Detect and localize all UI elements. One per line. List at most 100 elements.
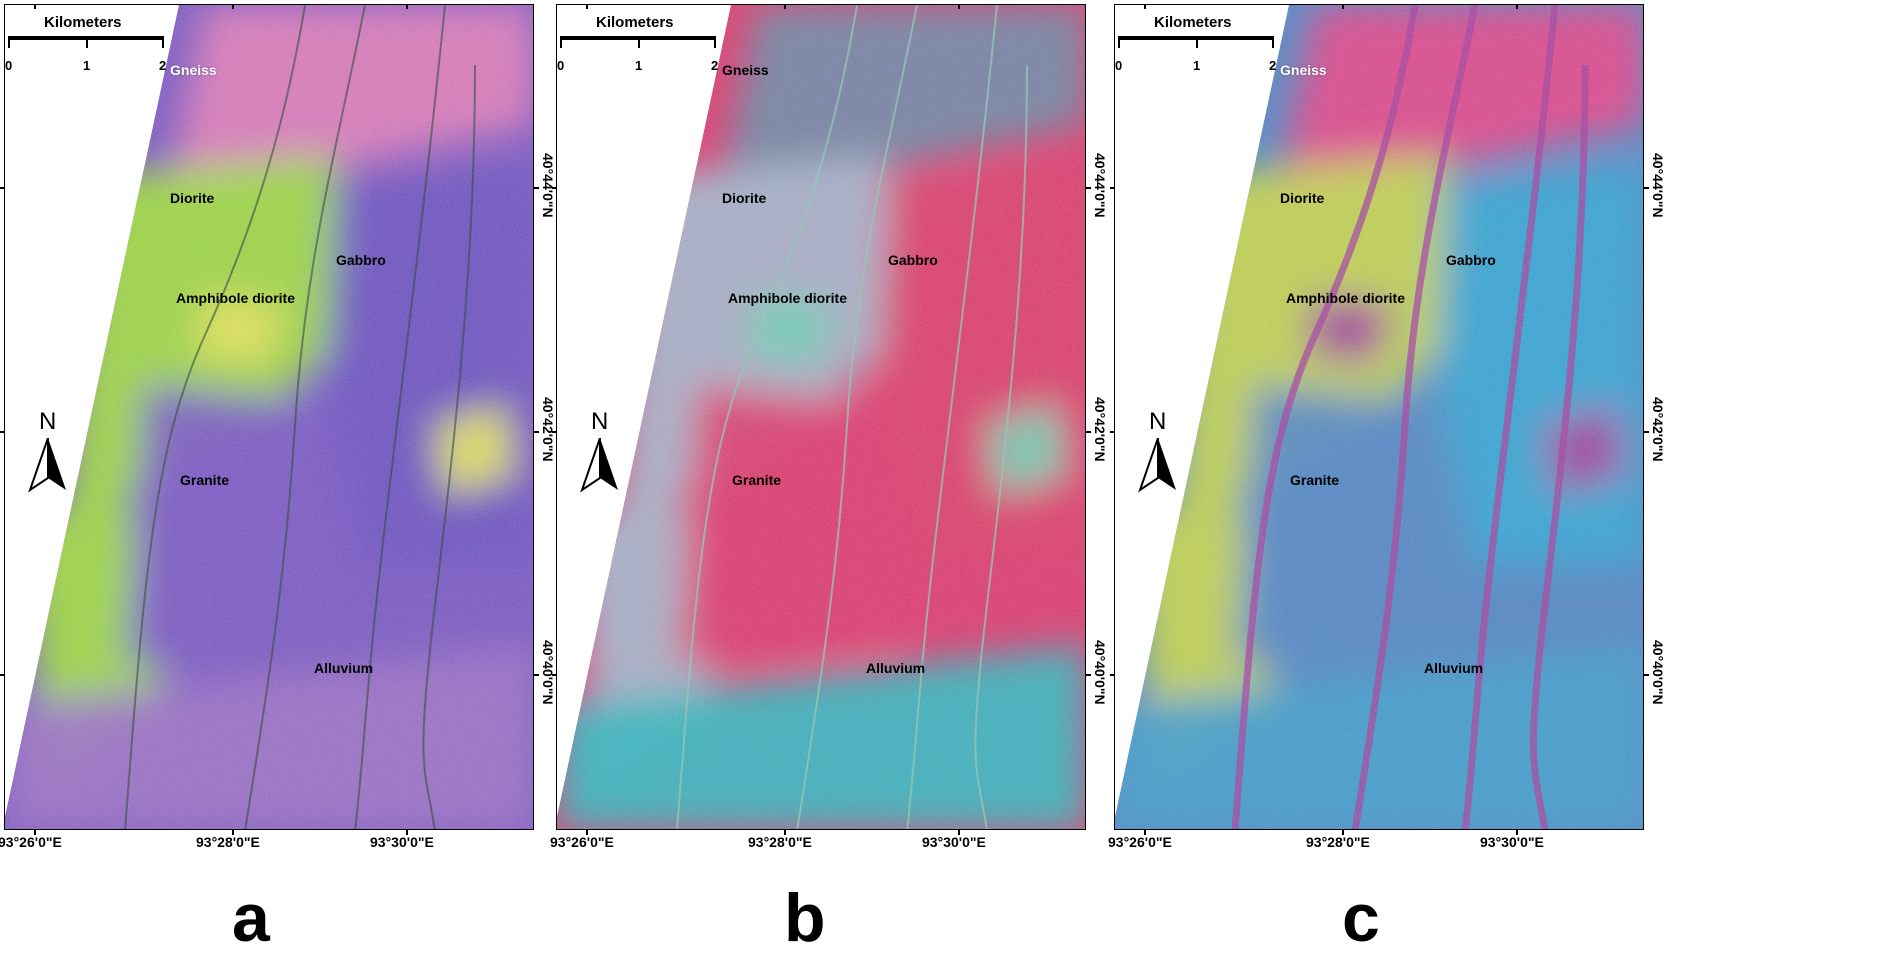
x-axis-tick-top bbox=[34, 4, 36, 9]
scale-bar: Kilometers 0 1 2 bbox=[4, 14, 174, 73]
x-axis-tick bbox=[1342, 830, 1344, 835]
x-axis-tick-top bbox=[586, 4, 588, 9]
scale-bar-tick-label: 0 bbox=[1115, 58, 1123, 73]
x-axis-tick bbox=[1516, 830, 1518, 835]
north-arrow: N bbox=[28, 408, 72, 498]
x-axis-label: 93°30'0"E bbox=[1480, 834, 1544, 850]
y-axis-tick bbox=[1644, 187, 1649, 189]
north-letter: N bbox=[39, 408, 57, 435]
x-axis-label: 93°30'0"E bbox=[370, 834, 434, 850]
north-arrow: N bbox=[1138, 408, 1182, 498]
unit-label-granite: Granite bbox=[180, 472, 230, 488]
satellite-image bbox=[5, 5, 533, 829]
scale-bar-tick-label: 2 bbox=[159, 58, 167, 73]
scale-bar-tick-label: 2 bbox=[1269, 58, 1277, 73]
north-arrow-icon bbox=[580, 438, 618, 493]
y-axis-label: 40°42'0"N bbox=[1650, 397, 1666, 462]
map-frame bbox=[556, 4, 1086, 830]
unit-label-alluvium: Alluvium bbox=[866, 660, 926, 676]
y-axis-label: 40°42'0"N bbox=[1092, 397, 1108, 462]
map-frame bbox=[1114, 4, 1644, 830]
y-axis-tick-left bbox=[0, 187, 4, 189]
satellite-image bbox=[1115, 5, 1643, 829]
scale-bar-tick bbox=[162, 36, 164, 48]
north-arrow: N bbox=[580, 408, 624, 498]
scale-bar-tick bbox=[8, 36, 10, 48]
unit-label-amphibole-diorite: Amphibole diorite bbox=[176, 290, 295, 306]
x-axis-tick-top bbox=[406, 4, 408, 9]
x-axis-tick bbox=[34, 830, 36, 835]
unit-label-gneiss: Gneiss bbox=[722, 62, 769, 78]
unit-label-gabbro: Gabbro bbox=[336, 252, 386, 268]
x-axis-tick bbox=[1144, 830, 1146, 835]
x-axis-tick bbox=[232, 830, 234, 835]
unit-label-gabbro: Gabbro bbox=[1446, 252, 1496, 268]
y-axis-label: 40°44'0"N bbox=[1092, 153, 1108, 218]
scale-bar: Kilometers 0 1 2 bbox=[556, 14, 726, 73]
x-axis-tick bbox=[586, 830, 588, 835]
x-axis-tick-top bbox=[958, 4, 960, 9]
unit-label-diorite: Diorite bbox=[1280, 190, 1325, 206]
scale-bar-title: Kilometers bbox=[596, 14, 674, 31]
x-axis-label: 93°26'0"E bbox=[0, 834, 62, 850]
y-axis-tick bbox=[534, 187, 539, 189]
panel-letter: b bbox=[784, 880, 826, 956]
y-axis-tick bbox=[1644, 431, 1649, 433]
scale-bar-tick bbox=[1196, 36, 1198, 48]
y-axis-tick-left bbox=[552, 431, 556, 433]
y-axis-tick-left bbox=[552, 674, 556, 676]
y-axis-label: 40°40'0"N bbox=[1650, 640, 1666, 705]
y-axis-tick-left bbox=[0, 431, 4, 433]
unit-label-gneiss: Gneiss bbox=[1280, 62, 1327, 78]
y-axis-label: 40°44'0"N bbox=[1650, 153, 1666, 218]
y-axis-tick-left bbox=[552, 187, 556, 189]
map-frame bbox=[4, 4, 534, 830]
scale-bar-tick bbox=[638, 36, 640, 48]
x-axis-label: 93°26'0"E bbox=[1108, 834, 1172, 850]
panel-letter: a bbox=[232, 880, 270, 956]
scale-bar-tick bbox=[86, 36, 88, 48]
scale-bar-tick bbox=[1118, 36, 1120, 48]
unit-label-alluvium: Alluvium bbox=[314, 660, 374, 676]
y-axis-label: 40°40'0"N bbox=[1092, 640, 1108, 705]
x-axis-tick bbox=[784, 830, 786, 835]
unit-label-gneiss: Gneiss bbox=[170, 62, 217, 78]
scale-bar-tick bbox=[714, 36, 716, 48]
x-axis-tick-top bbox=[232, 4, 234, 9]
x-axis-tick-top bbox=[1516, 4, 1518, 9]
y-axis-tick bbox=[1086, 674, 1091, 676]
scale-bar-tick bbox=[560, 36, 562, 48]
panel-letter: c bbox=[1342, 880, 1380, 956]
scale-bar-tick-label: 1 bbox=[83, 58, 91, 73]
x-axis-tick-top bbox=[1144, 4, 1146, 9]
y-axis-tick bbox=[534, 431, 539, 433]
y-axis-tick bbox=[534, 674, 539, 676]
satellite-image bbox=[557, 5, 1085, 829]
unit-label-amphibole-diorite: Amphibole diorite bbox=[728, 290, 847, 306]
y-axis-tick-left bbox=[1110, 674, 1114, 676]
scale-bar-tick-label: 0 bbox=[557, 58, 565, 73]
unit-label-granite: Granite bbox=[732, 472, 782, 488]
y-axis-tick-left bbox=[0, 674, 4, 676]
unit-label-alluvium: Alluvium bbox=[1424, 660, 1484, 676]
scale-bar: Kilometers 0 1 2 bbox=[1114, 14, 1284, 73]
x-axis-label: 93°28'0"E bbox=[1306, 834, 1370, 850]
map-panel-a: Kilometers 0 1 2 N Gneiss Diorite Gabbro Amphibo… bbox=[0, 4, 556, 958]
y-axis-tick bbox=[1644, 674, 1649, 676]
x-axis-tick bbox=[406, 830, 408, 835]
scale-bar-tick-label: 1 bbox=[1193, 58, 1201, 73]
unit-label-gabbro: Gabbro bbox=[888, 252, 938, 268]
map-panel-c: Kilometers 0 1 2 N Gneiss Diorite Gabbro Amphibo… bbox=[1108, 4, 1666, 958]
y-axis-tick-left bbox=[1110, 431, 1114, 433]
scale-bar-tick-label: 1 bbox=[635, 58, 643, 73]
x-axis-label: 93°30'0"E bbox=[922, 834, 986, 850]
scale-bar-title: Kilometers bbox=[1154, 14, 1232, 31]
unit-label-diorite: Diorite bbox=[722, 190, 767, 206]
y-axis-tick bbox=[1086, 431, 1091, 433]
x-axis-label: 93°26'0"E bbox=[550, 834, 614, 850]
map-panel-b: Kilometers 0 1 2 N Gneiss Diorite Gabbro Amphibo… bbox=[550, 4, 1108, 958]
scale-bar-tick-label: 2 bbox=[711, 58, 719, 73]
scale-bar-tick bbox=[1272, 36, 1274, 48]
x-axis-label: 93°28'0"E bbox=[748, 834, 812, 850]
x-axis-tick-top bbox=[784, 4, 786, 9]
